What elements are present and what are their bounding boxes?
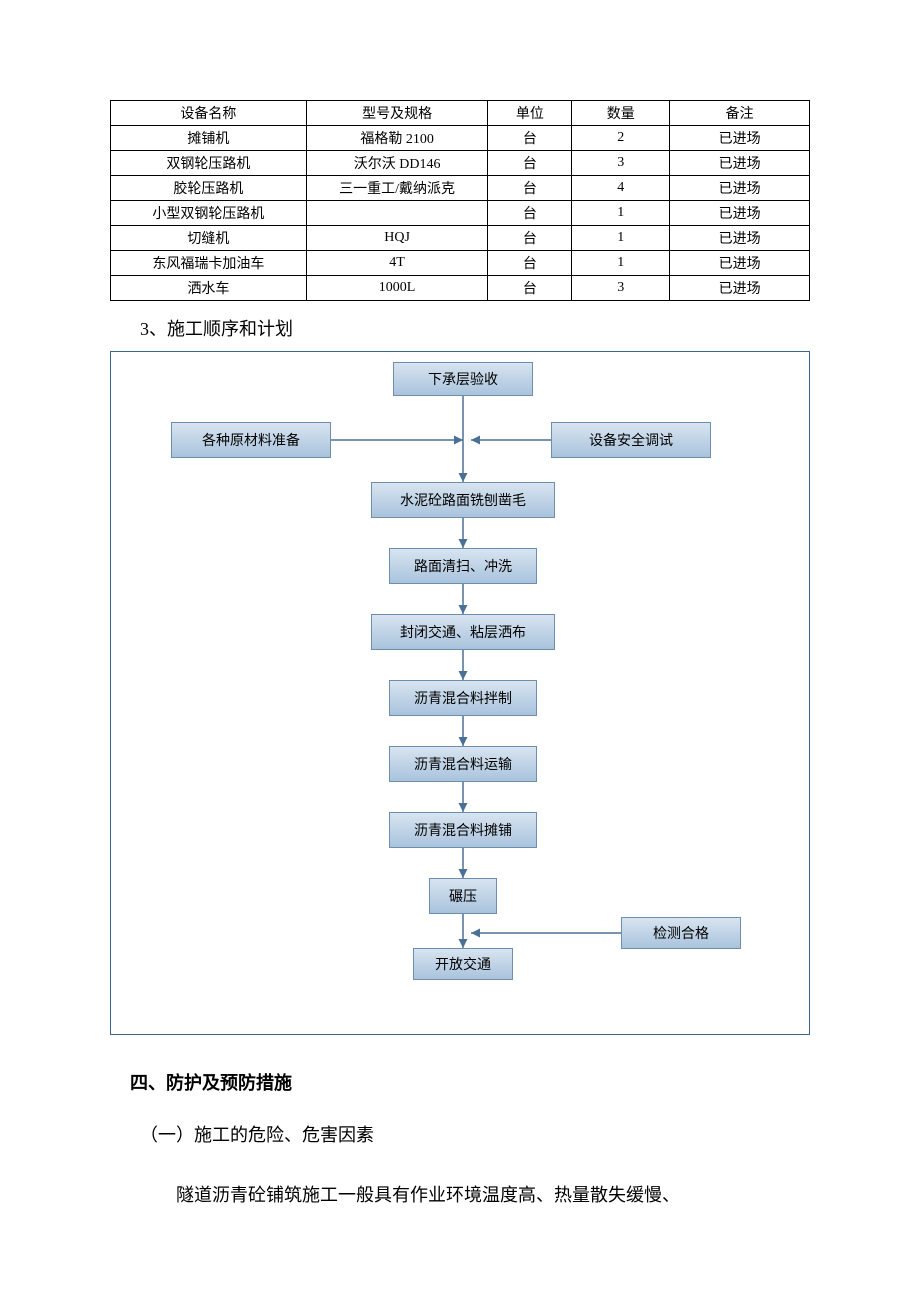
equipment-table: 设备名称 型号及规格 单位 数量 备注 摊铺机福格勒 2100台2已进场 双钢轮…: [110, 100, 810, 301]
table-row: 摊铺机福格勒 2100台2已进场: [111, 126, 810, 151]
flowchart-frame: 下承层验收各种原材料准备 设备安全调试水泥砼路面铣刨凿毛路面清扫、冲洗封闭交通、粘…: [110, 351, 810, 1035]
col-name: 设备名称: [111, 101, 307, 126]
flow-node-nC: 检测合格: [621, 917, 741, 949]
col-note: 备注: [670, 101, 810, 126]
table-row: 东风福瑞卡加油车4T台1已进场: [111, 251, 810, 276]
section3-title: 3、施工顺序和计划: [140, 315, 810, 341]
flow-node-n2: 水泥砼路面铣刨凿毛: [371, 482, 555, 518]
flow-node-n1: 下承层验收: [393, 362, 533, 396]
table-row: 胶轮压路机三一重工/戴纳派克台4已进场: [111, 176, 810, 201]
flow-node-n8: 碾压: [429, 878, 497, 914]
table-header-row: 设备名称 型号及规格 单位 数量 备注: [111, 101, 810, 126]
col-qty: 数量: [572, 101, 670, 126]
subheading-1: （一）施工的危险、危害因素: [140, 1117, 810, 1155]
col-unit: 单位: [488, 101, 572, 126]
flow-node-n3: 路面清扫、冲洗: [389, 548, 537, 584]
flow-node-nL: 各种原材料准备: [171, 422, 331, 458]
flow-node-n9: 开放交通: [413, 948, 513, 980]
flow-node-nR: 设备安全调试: [551, 422, 711, 458]
table-row: 小型双钢轮压路机台1已进场: [111, 201, 810, 226]
table-row: 双钢轮压路机沃尔沃 DD146台3已进场: [111, 151, 810, 176]
col-model: 型号及规格: [306, 101, 488, 126]
table-row: 切缝机HQJ台1已进场: [111, 226, 810, 251]
flow-node-n4: 封闭交通、粘层洒布: [371, 614, 555, 650]
flow-node-n5: 沥青混合料拌制: [389, 680, 537, 716]
flow-node-n6: 沥青混合料运输: [389, 746, 537, 782]
body-paragraph: 隧道沥青砼铺筑施工一般具有作业环境温度高、热量散失缓慢、: [140, 1177, 810, 1215]
heading-4: 四、防护及预防措施: [130, 1069, 810, 1095]
table-row: 洒水车1000L台3已进场: [111, 276, 810, 301]
flow-node-n7: 沥青混合料摊铺: [389, 812, 537, 848]
